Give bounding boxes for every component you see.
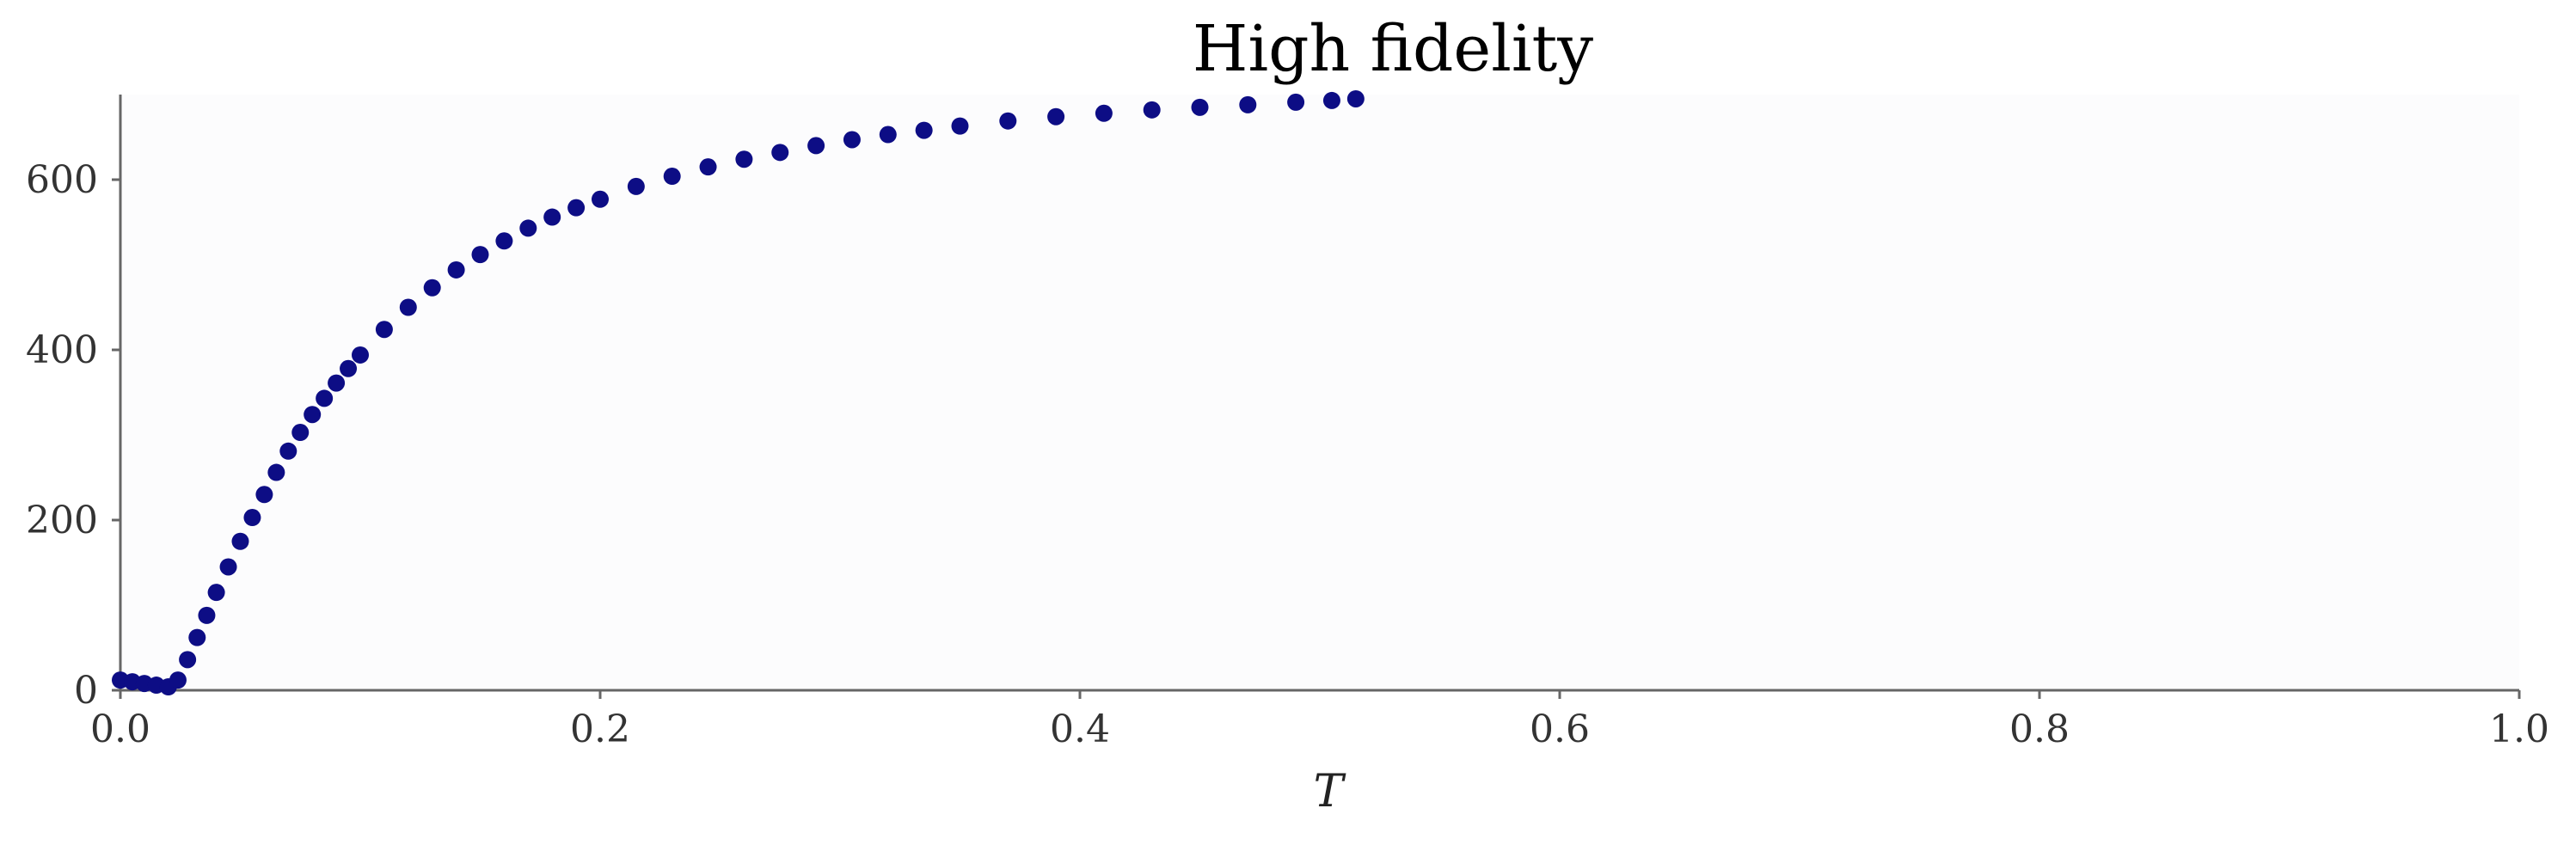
data-point	[375, 321, 393, 339]
data-point	[267, 463, 285, 481]
data-point	[399, 298, 417, 316]
data-point	[915, 121, 933, 139]
data-point	[352, 346, 369, 364]
y-tick-label: 0	[74, 669, 98, 713]
y-tick-label: 200	[26, 499, 98, 542]
data-point	[735, 150, 753, 168]
data-point	[543, 208, 561, 226]
data-point	[471, 246, 489, 264]
plot-area	[120, 95, 2519, 690]
axes	[119, 95, 2519, 692]
data-point	[627, 177, 645, 195]
data-point	[316, 389, 334, 407]
data-point	[198, 606, 216, 624]
data-point	[699, 158, 717, 176]
data-point	[1143, 101, 1161, 119]
data-point	[999, 112, 1017, 130]
data-point	[1346, 89, 1365, 107]
data-point	[951, 117, 969, 135]
data-point	[328, 374, 346, 392]
ticks: 0.0 0.2 0.4 0.6 0.8 1.0 0 200 400 600	[26, 158, 2549, 751]
chart-title: High fidelity	[1193, 12, 1593, 86]
data-point	[663, 168, 681, 186]
data-point	[291, 424, 310, 442]
data-point	[1239, 95, 1257, 113]
data-point	[1287, 93, 1305, 111]
data-point	[304, 406, 322, 424]
x-tick-label: 0.2	[570, 707, 630, 751]
x-tick-label: 0.0	[90, 707, 150, 751]
data-point	[188, 628, 206, 646]
data-point	[879, 126, 897, 144]
data-point	[219, 558, 237, 576]
data-point	[1191, 98, 1209, 116]
data-point	[592, 190, 609, 208]
x-tick-label: 0.4	[1050, 707, 1110, 751]
data-point	[207, 584, 225, 602]
data-point	[519, 219, 537, 237]
data-point	[169, 671, 187, 689]
x-tick-label: 1.0	[2489, 707, 2549, 751]
x-axis-title: T	[1314, 766, 1346, 817]
data-point	[423, 279, 441, 297]
data-point	[231, 532, 249, 550]
data-point	[447, 260, 465, 279]
data-point	[1322, 91, 1340, 109]
data-point	[179, 651, 197, 669]
data-point	[255, 486, 273, 504]
data-point	[279, 442, 297, 460]
data-point	[495, 232, 513, 250]
data-point	[340, 359, 358, 377]
x-tick-label: 0.8	[2009, 707, 2070, 751]
y-tick-label: 400	[26, 328, 98, 372]
data-point	[567, 199, 586, 217]
data-point	[1047, 107, 1065, 126]
data-points	[112, 89, 1365, 696]
data-point	[843, 131, 861, 149]
data-point	[1095, 104, 1113, 122]
data-point	[771, 144, 789, 162]
x-tick-label: 0.6	[1530, 707, 1590, 751]
y-tick-label: 600	[26, 158, 98, 202]
data-point	[243, 509, 261, 527]
data-point	[807, 137, 825, 155]
